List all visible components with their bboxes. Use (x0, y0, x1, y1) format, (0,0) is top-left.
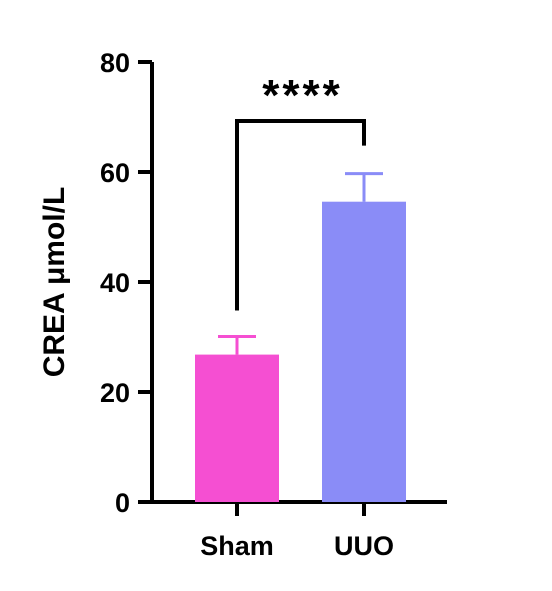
bar-uuo (322, 201, 406, 502)
x-axis: Sham UUO (152, 500, 447, 561)
bar-sham (195, 354, 279, 502)
y-tick-label-0: 0 (115, 488, 130, 518)
y-axis: 0 20 40 60 80 (100, 48, 154, 518)
significance-bracket: **** (235, 71, 366, 311)
x-tick-label-sham: Sham (200, 531, 274, 561)
significance-bracket-line (235, 119, 366, 311)
y-tick-label-20: 20 (100, 378, 130, 408)
y-tick-label-40: 40 (100, 268, 130, 298)
y-axis-title: CREA μmol/L (38, 187, 71, 378)
significance-label: **** (262, 71, 343, 120)
x-tick-label-uuo: UUO (334, 531, 394, 561)
error-bar-sham (218, 334, 256, 355)
y-tick-label-60: 60 (100, 158, 130, 188)
error-bar-uuo (345, 172, 383, 202)
bars (195, 172, 406, 502)
y-tick-label-80: 80 (100, 48, 130, 78)
